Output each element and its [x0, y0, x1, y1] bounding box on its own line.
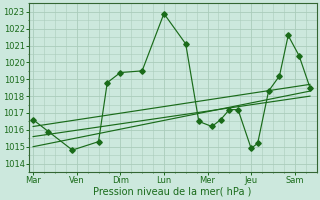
X-axis label: Pression niveau de la mer( hPa ): Pression niveau de la mer( hPa ) [93, 187, 252, 197]
